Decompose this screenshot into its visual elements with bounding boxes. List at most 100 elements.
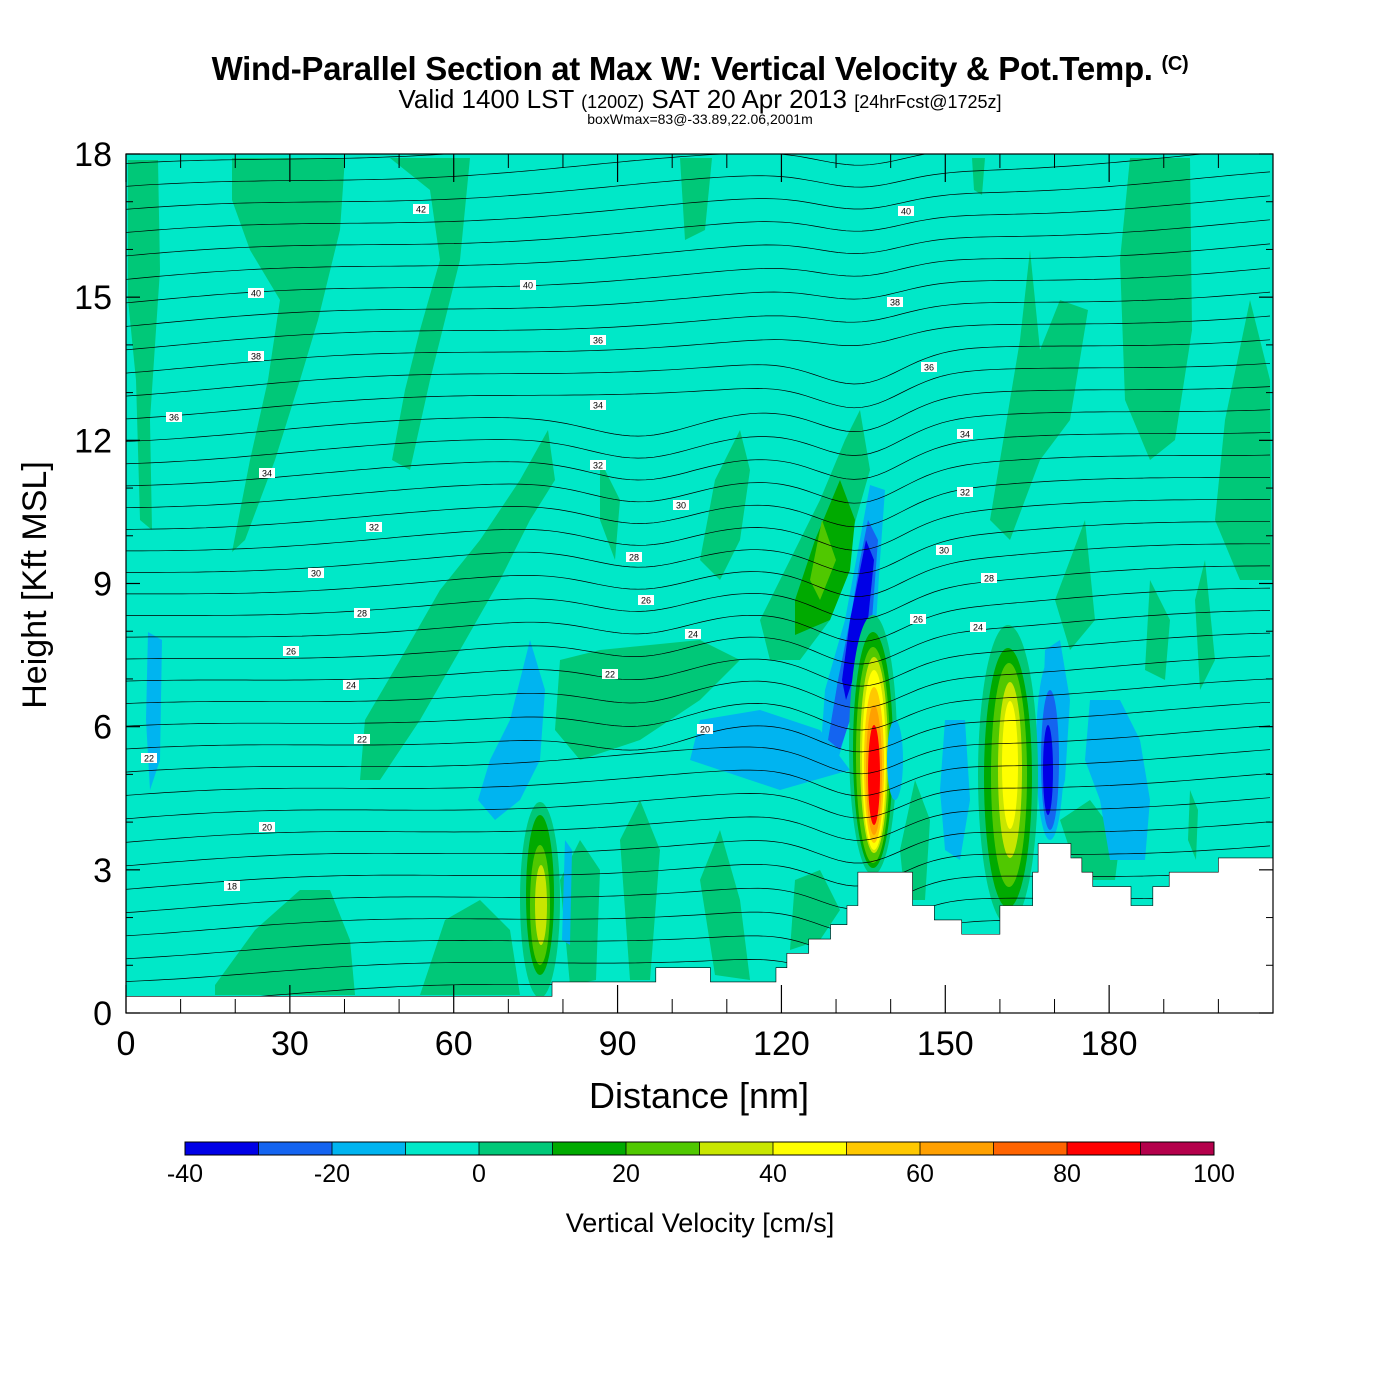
theta-contour-line bbox=[126, 632, 1271, 687]
theta-label-text: 20 bbox=[700, 725, 710, 735]
theta-contour-line bbox=[126, 521, 1270, 574]
theta-label-text: 20 bbox=[262, 823, 272, 833]
theta-label-bg bbox=[638, 595, 654, 605]
colorbar-swatch bbox=[405, 1142, 480, 1155]
x-tick-label: 150 bbox=[917, 1025, 974, 1063]
updraft-region bbox=[900, 780, 930, 900]
theta-label-bg bbox=[957, 429, 973, 439]
theta-label-bg bbox=[343, 680, 359, 690]
theta-label-text: 40 bbox=[901, 207, 911, 217]
y-tick-label: 12 bbox=[74, 422, 112, 460]
contour-labels: 42 40 40 40 38 38 36 36 36 34 34 34 32 32 32 30 30 30 28 28… bbox=[141, 204, 997, 892]
colorbar-swatch bbox=[1140, 1142, 1215, 1155]
theta-contour-line bbox=[126, 773, 1271, 820]
theta-label-text: 32 bbox=[960, 488, 970, 498]
theta-label: 36 bbox=[166, 412, 182, 423]
theta-contour-line bbox=[126, 432, 1271, 487]
colorbar-tick-label: 80 bbox=[1053, 1160, 1081, 1188]
theta-label: 40 bbox=[520, 280, 536, 291]
theta-label-text: 34 bbox=[262, 469, 272, 479]
theta-contour-line bbox=[126, 678, 1271, 731]
theta-label: 32 bbox=[366, 522, 382, 533]
theta-label-text: 40 bbox=[251, 289, 261, 299]
theta-label-bg bbox=[283, 646, 299, 656]
y-tick-label: 0 bbox=[93, 995, 112, 1033]
downdraft-region bbox=[478, 640, 545, 820]
colorbar-tick-label: 20 bbox=[612, 1160, 640, 1188]
theta-label: 26 bbox=[283, 646, 299, 657]
theta-label-bg bbox=[520, 280, 536, 290]
x-tick-label: 90 bbox=[599, 1025, 637, 1063]
theta-label-text: 22 bbox=[357, 735, 367, 745]
theta-label-text: 30 bbox=[676, 501, 686, 511]
theta-contour-line bbox=[126, 565, 1270, 620]
colorbar-tick-label: 40 bbox=[759, 1160, 787, 1188]
colorbar-swatch bbox=[185, 1142, 259, 1155]
theta-label-bg bbox=[981, 573, 997, 583]
theta-contour-line bbox=[126, 725, 1271, 775]
forecast-info: [24hrFcst@1725z] bbox=[854, 92, 1002, 112]
theta-label: 26 bbox=[638, 595, 654, 606]
updraft-region bbox=[390, 158, 470, 470]
updraft-region bbox=[620, 800, 660, 980]
theta-contour-line bbox=[126, 291, 1271, 351]
theta-label: 32 bbox=[590, 460, 606, 471]
zulu-time: (1200Z) bbox=[581, 92, 645, 112]
updraft-region bbox=[128, 160, 160, 530]
colorbar-swatch bbox=[1067, 1142, 1141, 1155]
valid-time: Valid 1400 LST bbox=[398, 84, 574, 114]
theta-label-bg bbox=[366, 522, 382, 532]
theta-label-bg bbox=[354, 608, 370, 618]
updraft-region bbox=[700, 830, 750, 980]
theta-label-bg bbox=[590, 460, 606, 470]
theta-label-bg bbox=[921, 362, 937, 372]
theta-contour-line bbox=[126, 477, 1271, 530]
theta-label: 36 bbox=[921, 362, 937, 373]
theta-label: 32 bbox=[957, 487, 973, 498]
theta-contour-line bbox=[126, 339, 1271, 397]
theta-contour-line bbox=[126, 154, 928, 187]
theta-contour-line bbox=[126, 701, 1271, 753]
theta-label: 22 bbox=[141, 753, 157, 764]
chart-title: Wind-Parallel Section at Max W: Vertical… bbox=[0, 50, 1400, 88]
x-tick-label: 120 bbox=[753, 1025, 810, 1063]
theta-contour-line bbox=[126, 587, 1271, 643]
updraft-core bbox=[868, 725, 880, 825]
colorbar-tick-label: -40 bbox=[167, 1160, 203, 1188]
theta-contour-line bbox=[126, 655, 1271, 709]
y-tick-label: 15 bbox=[74, 279, 112, 317]
theta-label-text: 28 bbox=[984, 574, 994, 584]
colorbar-tick-label: 60 bbox=[906, 1160, 934, 1188]
theta-label-text: 34 bbox=[593, 401, 603, 411]
theta-label: 22 bbox=[354, 734, 370, 745]
colorbar-swatch bbox=[699, 1142, 774, 1155]
theta-label-text: 38 bbox=[890, 298, 900, 308]
theta-contour-line bbox=[126, 171, 1271, 233]
updraft-region bbox=[1145, 580, 1170, 680]
updraft-region bbox=[972, 158, 985, 195]
theta-label-bg bbox=[957, 487, 973, 497]
theta-label-bg bbox=[413, 204, 429, 214]
theta-label-bg bbox=[970, 622, 986, 632]
terrain-fill bbox=[126, 843, 1273, 1013]
x-tick-label: 30 bbox=[271, 1025, 309, 1063]
theta-label: 30 bbox=[673, 500, 689, 511]
colorbar-swatch bbox=[258, 1142, 333, 1155]
theta-label: 24 bbox=[685, 629, 701, 640]
colorbar-swatch bbox=[846, 1142, 921, 1155]
updraft-region bbox=[360, 430, 555, 780]
theta-label: 22 bbox=[602, 669, 618, 680]
theta-label: 34 bbox=[590, 400, 606, 411]
theta-label-text: 36 bbox=[169, 413, 179, 423]
theta-label-bg bbox=[887, 297, 903, 307]
updraft-region bbox=[1188, 790, 1198, 860]
theta-label-text: 24 bbox=[346, 681, 356, 691]
colorbar-tick-label: 100 bbox=[1193, 1160, 1235, 1188]
updraft-region bbox=[1120, 158, 1192, 460]
theta-label: 26 bbox=[910, 614, 926, 625]
downdraft-core bbox=[842, 540, 874, 700]
theta-label: 20 bbox=[697, 724, 713, 735]
downdraft-core bbox=[1043, 725, 1053, 815]
